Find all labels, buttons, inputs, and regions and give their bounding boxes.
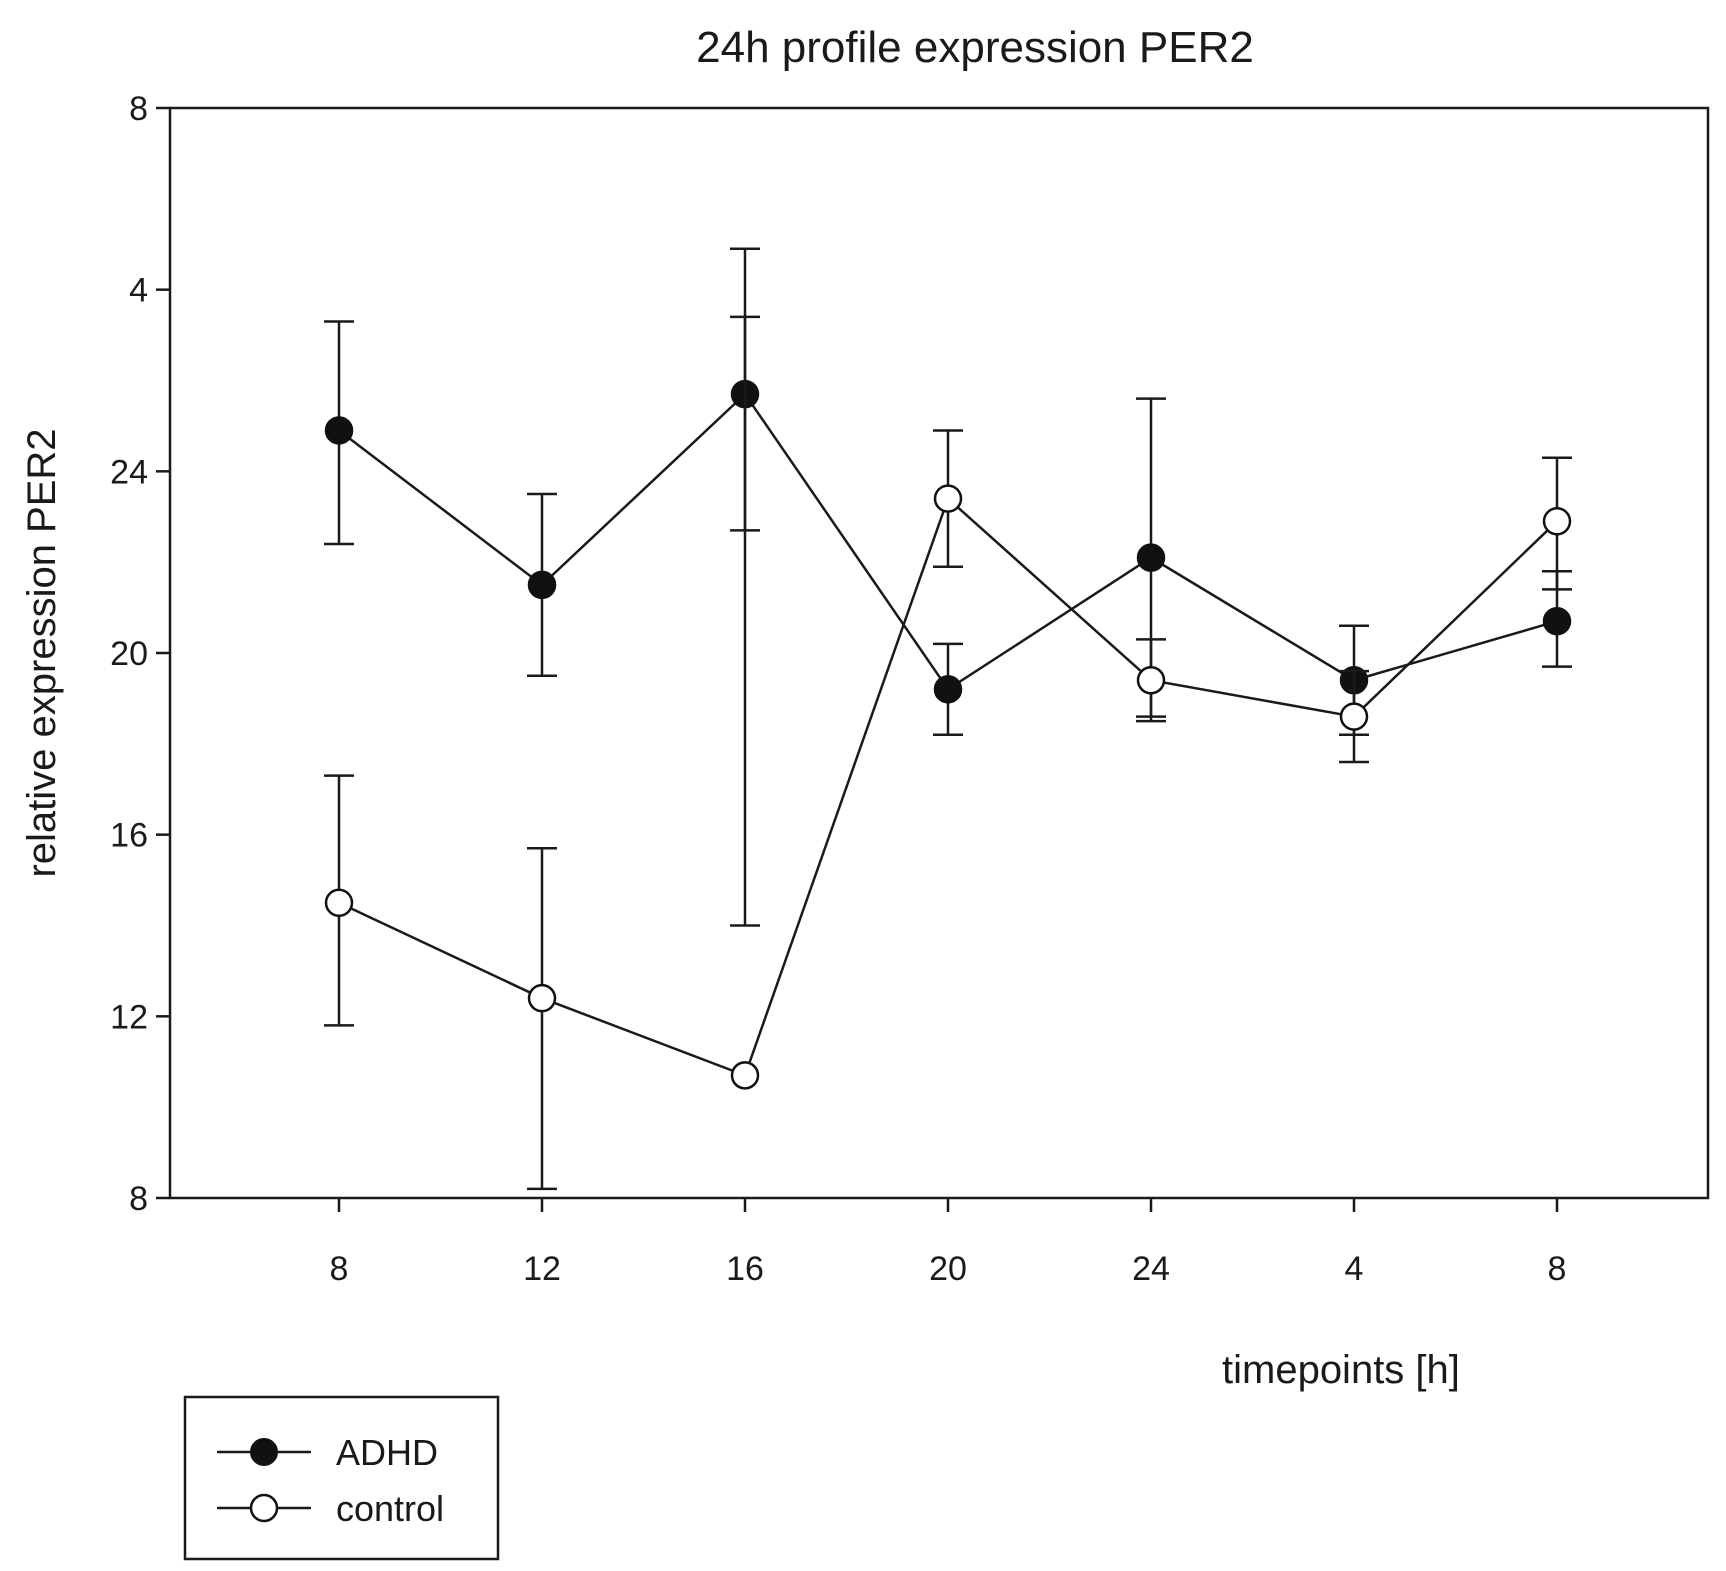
y-tick-label: 12 bbox=[110, 998, 148, 1036]
series-layer bbox=[324, 247, 1572, 1191]
data-point-adhd bbox=[527, 570, 557, 600]
y-tick-label: 24 bbox=[110, 453, 148, 491]
legend-label-adhd: ADHD bbox=[336, 1432, 438, 1473]
data-point-adhd bbox=[324, 416, 354, 445]
series-adhd bbox=[324, 315, 1572, 736]
series-line-control bbox=[338, 496, 1558, 1077]
legend-box bbox=[183, 1395, 500, 1561]
data-point-control bbox=[1542, 507, 1572, 536]
legend: ADHD control bbox=[183, 1395, 500, 1561]
x-axis-label: timepoints [h] bbox=[1222, 1348, 1460, 1392]
y-tick-label: 16 bbox=[110, 817, 148, 855]
y-tick-label: 8 bbox=[129, 90, 148, 128]
y-tick-label: 4 bbox=[129, 272, 148, 310]
x-tick-label: 20 bbox=[929, 1250, 967, 1288]
y-axis-label: relative expression PER2 bbox=[20, 428, 64, 877]
legend-label-control: control bbox=[336, 1488, 444, 1529]
x-tick-label: 12 bbox=[523, 1250, 561, 1288]
y-tick-label: 8 bbox=[129, 1180, 148, 1218]
error-bar-control bbox=[730, 247, 760, 927]
x-tick-label: 8 bbox=[1548, 1250, 1567, 1288]
data-point-control bbox=[527, 983, 557, 1013]
y-axis: 8 12 16 20 24 4 8 bbox=[110, 90, 170, 1218]
chart-title: 24h profile expression PER2 bbox=[696, 23, 1254, 72]
data-point-adhd bbox=[1542, 606, 1572, 636]
x-tick-label: 4 bbox=[1345, 1250, 1364, 1288]
error-bar-control bbox=[527, 847, 557, 1191]
legend-marker-control bbox=[249, 1493, 279, 1523]
data-point-control bbox=[324, 888, 354, 918]
data-point-adhd bbox=[933, 675, 963, 704]
plot-area bbox=[168, 106, 1710, 1200]
series-control bbox=[324, 247, 1572, 1191]
x-tick-label: 8 bbox=[330, 1250, 349, 1288]
legend-marker-adhd bbox=[250, 1438, 278, 1466]
data-point-control bbox=[1339, 702, 1369, 731]
x-tick-label: 16 bbox=[726, 1250, 764, 1288]
data-point-control bbox=[730, 1061, 760, 1090]
x-tick-label: 24 bbox=[1132, 1250, 1170, 1288]
data-point-adhd bbox=[1136, 543, 1166, 572]
data-point-control bbox=[933, 484, 963, 513]
x-axis: 8 12 16 20 24 4 8 bbox=[330, 1198, 1567, 1288]
y-tick-label: 20 bbox=[110, 635, 148, 673]
data-point-control bbox=[1136, 666, 1166, 695]
